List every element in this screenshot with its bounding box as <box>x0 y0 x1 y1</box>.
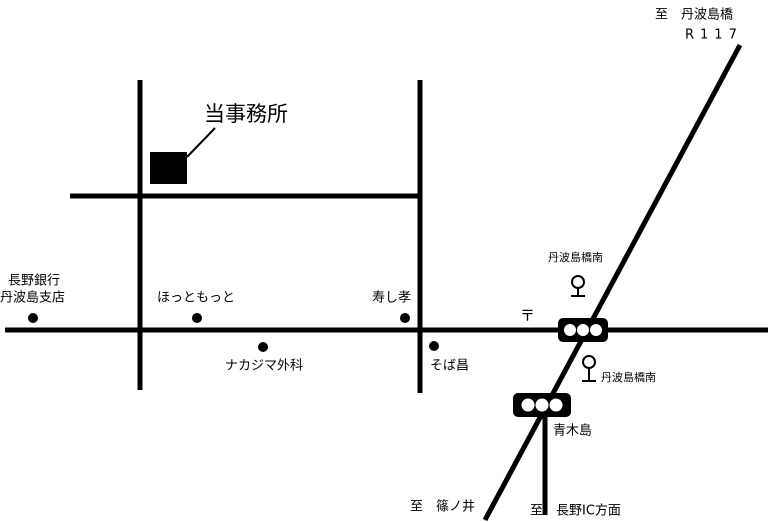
landmark-dots <box>28 313 439 352</box>
landmark-label: そば昌 <box>430 359 469 374</box>
bus-stop-icon <box>571 275 596 382</box>
office-marker <box>150 152 187 184</box>
intersection-label: 青木島 <box>553 424 592 439</box>
route-label: R117 <box>685 28 743 43</box>
bus-stop-label: 丹波島橋南 <box>548 250 603 264</box>
landmark-label: 寿し孝 <box>372 291 411 306</box>
destination-label: 至 丹波島橋 <box>655 8 733 23</box>
landmark-label: ほっともっと <box>157 291 235 306</box>
destination-label: 至 長野IC方面 <box>530 503 621 519</box>
road <box>482 43 743 522</box>
traffic-light <box>513 318 608 417</box>
landmark-label: 丹波島支店 <box>0 291 65 306</box>
landmark-label: ナカジマ外科 <box>225 359 303 374</box>
bus-stop-label: 丹波島橋南 <box>601 370 656 384</box>
leader-line <box>186 127 216 158</box>
landmark-label: 長野銀行 <box>8 274 60 289</box>
office-label: 当事務所 <box>204 102 288 126</box>
destination-label: 至 篠ノ井 <box>410 500 475 515</box>
post-office-label: 〒 <box>520 307 535 325</box>
